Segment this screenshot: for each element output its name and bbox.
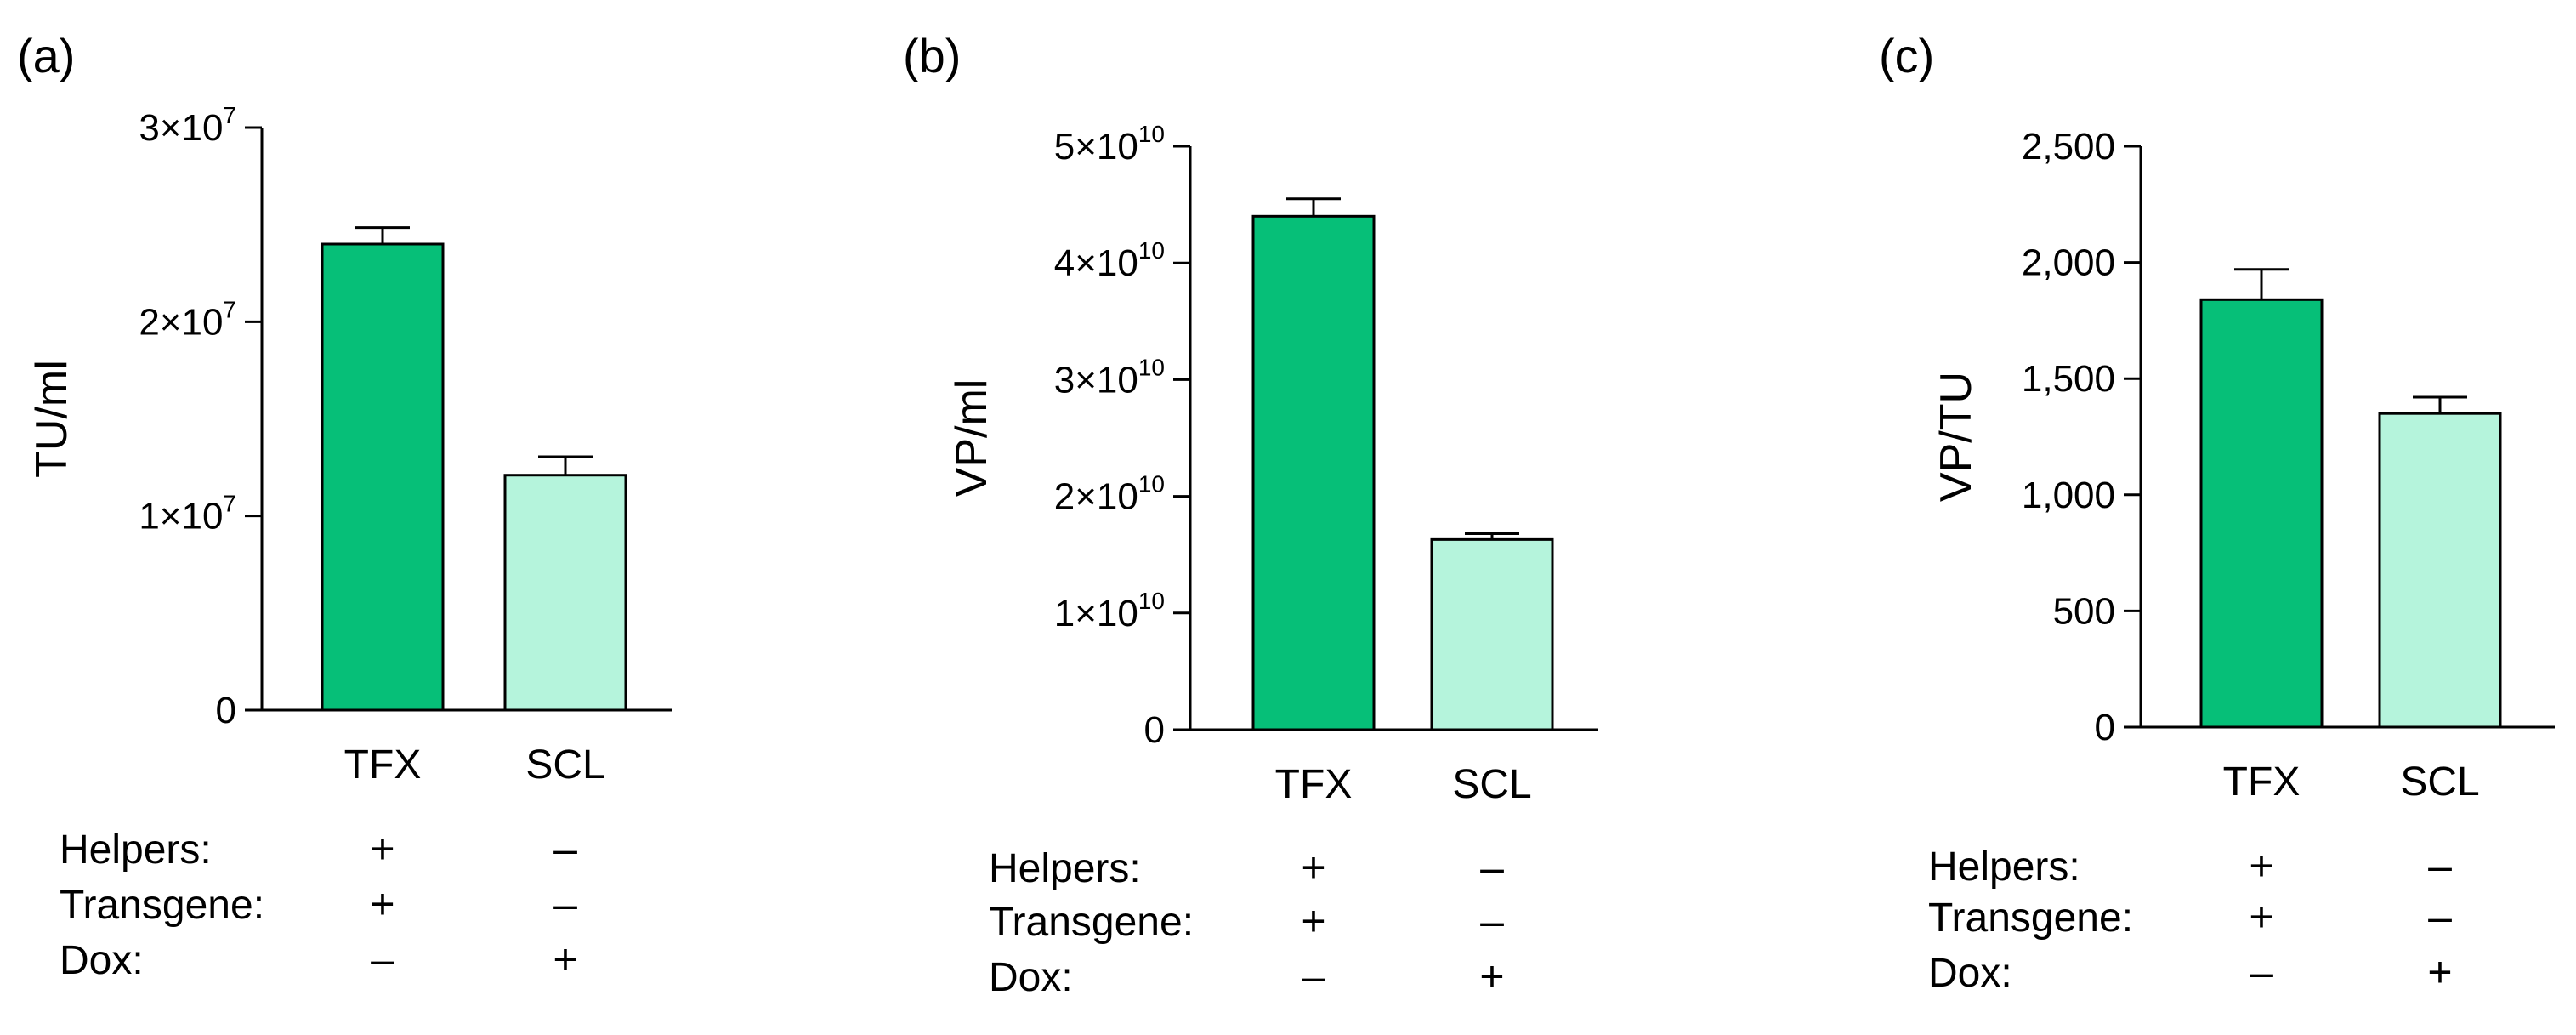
x-tick-label: SCL bbox=[2400, 759, 2479, 805]
tick-mantissa: 0 bbox=[2095, 707, 2115, 748]
x-tick-label: SCL bbox=[525, 742, 604, 788]
condition-sign: – bbox=[1480, 844, 1504, 891]
tick-exponent: 10 bbox=[1138, 237, 1165, 264]
tick-mantissa: 1,500 bbox=[2022, 358, 2115, 400]
y-tick-label: 3×107 bbox=[139, 102, 236, 149]
tick-mantissa: 0 bbox=[1144, 709, 1165, 751]
x-tick-label: TFX bbox=[2223, 759, 2301, 805]
tick-mantissa: 0 bbox=[216, 690, 236, 731]
bar-scl bbox=[1430, 537, 1554, 731]
condition-label: Helpers: bbox=[60, 827, 212, 873]
condition-sign: – bbox=[2428, 893, 2452, 941]
condition-sign: + bbox=[2249, 842, 2273, 890]
condition-label: Dox: bbox=[60, 938, 144, 983]
tick-mantissa: 2,000 bbox=[2022, 242, 2115, 284]
tick-mantissa: 2×10 bbox=[139, 301, 223, 343]
tick-mantissa: 5×10 bbox=[1054, 126, 1138, 168]
tick-mantissa: 2×10 bbox=[1054, 476, 1138, 518]
y-tick-label: 2,500 bbox=[2022, 126, 2115, 168]
condition-sign: + bbox=[553, 935, 577, 983]
y-tick-label: 1,500 bbox=[2022, 358, 2115, 400]
condition-sign: + bbox=[370, 825, 394, 873]
chart-panel-3: (c) VP/TU 0 500 1,000 1,500 2,000 2,500 TFX SCL He… bbox=[1879, 29, 2555, 996]
tick-exponent: 7 bbox=[223, 491, 236, 517]
bar-scl bbox=[2378, 412, 2502, 729]
y-tick-label: 0 bbox=[1144, 709, 1165, 751]
y-axis-label: TU/ml bbox=[27, 360, 77, 478]
condition-sign: + bbox=[1301, 844, 1325, 891]
panel-label: (a) bbox=[17, 29, 75, 82]
y-tick-label: 2×1010 bbox=[1054, 471, 1165, 518]
bar-tfx bbox=[1251, 214, 1376, 731]
tick-mantissa: 1,000 bbox=[2022, 475, 2115, 516]
condition-sign: + bbox=[2427, 948, 2452, 996]
y-tick-label: 4×1010 bbox=[1054, 237, 1165, 284]
tick-mantissa: 4×10 bbox=[1054, 242, 1138, 284]
y-tick-label: 1×1010 bbox=[1054, 588, 1165, 634]
condition-sign: – bbox=[2250, 948, 2273, 996]
x-tick-label: SCL bbox=[1452, 762, 1531, 807]
condition-label: Transgene: bbox=[989, 900, 1194, 945]
condition-label: Dox: bbox=[989, 955, 1073, 1000]
condition-sign: + bbox=[1479, 953, 1504, 1000]
y-tick-label: 0 bbox=[216, 690, 236, 731]
condition-sign: + bbox=[370, 880, 394, 928]
condition-sign: + bbox=[1301, 897, 1325, 945]
y-tick-label: 2×107 bbox=[139, 296, 236, 343]
tick-exponent: 10 bbox=[1138, 471, 1165, 498]
y-tick-label: 1,000 bbox=[2022, 475, 2115, 516]
x-tick-label: TFX bbox=[1275, 762, 1353, 807]
panel-label: (c) bbox=[1879, 29, 1934, 82]
condition-sign: – bbox=[1480, 897, 1504, 945]
condition-sign: + bbox=[2249, 893, 2273, 941]
x-tick-label: TFX bbox=[344, 742, 422, 788]
tick-mantissa: 3×10 bbox=[1054, 359, 1138, 401]
y-tick-label: 3×1010 bbox=[1054, 354, 1165, 401]
tick-exponent: 10 bbox=[1138, 354, 1165, 380]
condition-label: Helpers: bbox=[989, 846, 1141, 891]
y-tick-label: 500 bbox=[2053, 590, 2115, 632]
tick-exponent: 10 bbox=[1138, 588, 1165, 614]
y-axis-label: VP/TU bbox=[1932, 372, 1981, 502]
condition-label: Dox: bbox=[1928, 951, 2012, 996]
bar-tfx bbox=[2199, 298, 2324, 729]
y-tick-label: 2,000 bbox=[2022, 242, 2115, 284]
bar-tfx bbox=[321, 242, 445, 712]
tick-mantissa: 1×10 bbox=[139, 496, 223, 537]
condition-sign: – bbox=[2428, 842, 2452, 890]
bar-scl bbox=[503, 474, 627, 712]
y-tick-label: 0 bbox=[2095, 707, 2115, 748]
tick-exponent: 7 bbox=[223, 296, 236, 322]
tick-mantissa: 1×10 bbox=[1054, 593, 1138, 634]
tick-mantissa: 3×10 bbox=[139, 107, 223, 149]
tick-mantissa: 2,500 bbox=[2022, 126, 2115, 168]
y-tick-label: 5×1010 bbox=[1054, 121, 1165, 168]
tick-exponent: 10 bbox=[1138, 121, 1165, 147]
y-tick-label: 1×107 bbox=[139, 491, 236, 537]
condition-sign: – bbox=[371, 935, 394, 983]
condition-label: Transgene: bbox=[1928, 896, 2133, 941]
chart-panel-2: (b)VP/ml01×10102×10103×10104×10105×1010T… bbox=[903, 29, 1598, 1000]
panel-label: (b) bbox=[903, 29, 961, 82]
condition-sign: – bbox=[553, 825, 577, 873]
tick-mantissa: 500 bbox=[2053, 590, 2115, 632]
tick-exponent: 7 bbox=[223, 102, 236, 128]
condition-label: Helpers: bbox=[1928, 844, 2080, 890]
y-axis-label: VP/ml bbox=[947, 379, 996, 498]
condition-sign: – bbox=[1302, 953, 1325, 1000]
condition-label: Transgene: bbox=[60, 883, 264, 928]
condition-sign: – bbox=[553, 880, 577, 928]
